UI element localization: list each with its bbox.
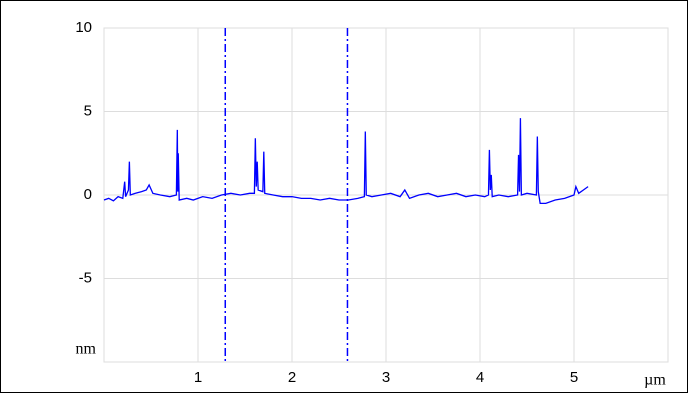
x-tick-label: 2 <box>288 369 296 386</box>
x-axis-label: µm <box>644 372 666 389</box>
profile-line <box>103 118 589 204</box>
x-tick-label: 1 <box>194 369 202 386</box>
y-tick-label: 0 <box>84 186 92 203</box>
y-axis-label: nm <box>76 341 97 358</box>
y-tick-label: -5 <box>79 269 92 286</box>
x-tick-label: 4 <box>476 369 484 386</box>
x-tick-label: 3 <box>382 369 390 386</box>
y-tick-label: 5 <box>84 102 92 119</box>
x-tick-label: 5 <box>570 369 578 386</box>
y-tick-label: 10 <box>75 19 92 36</box>
